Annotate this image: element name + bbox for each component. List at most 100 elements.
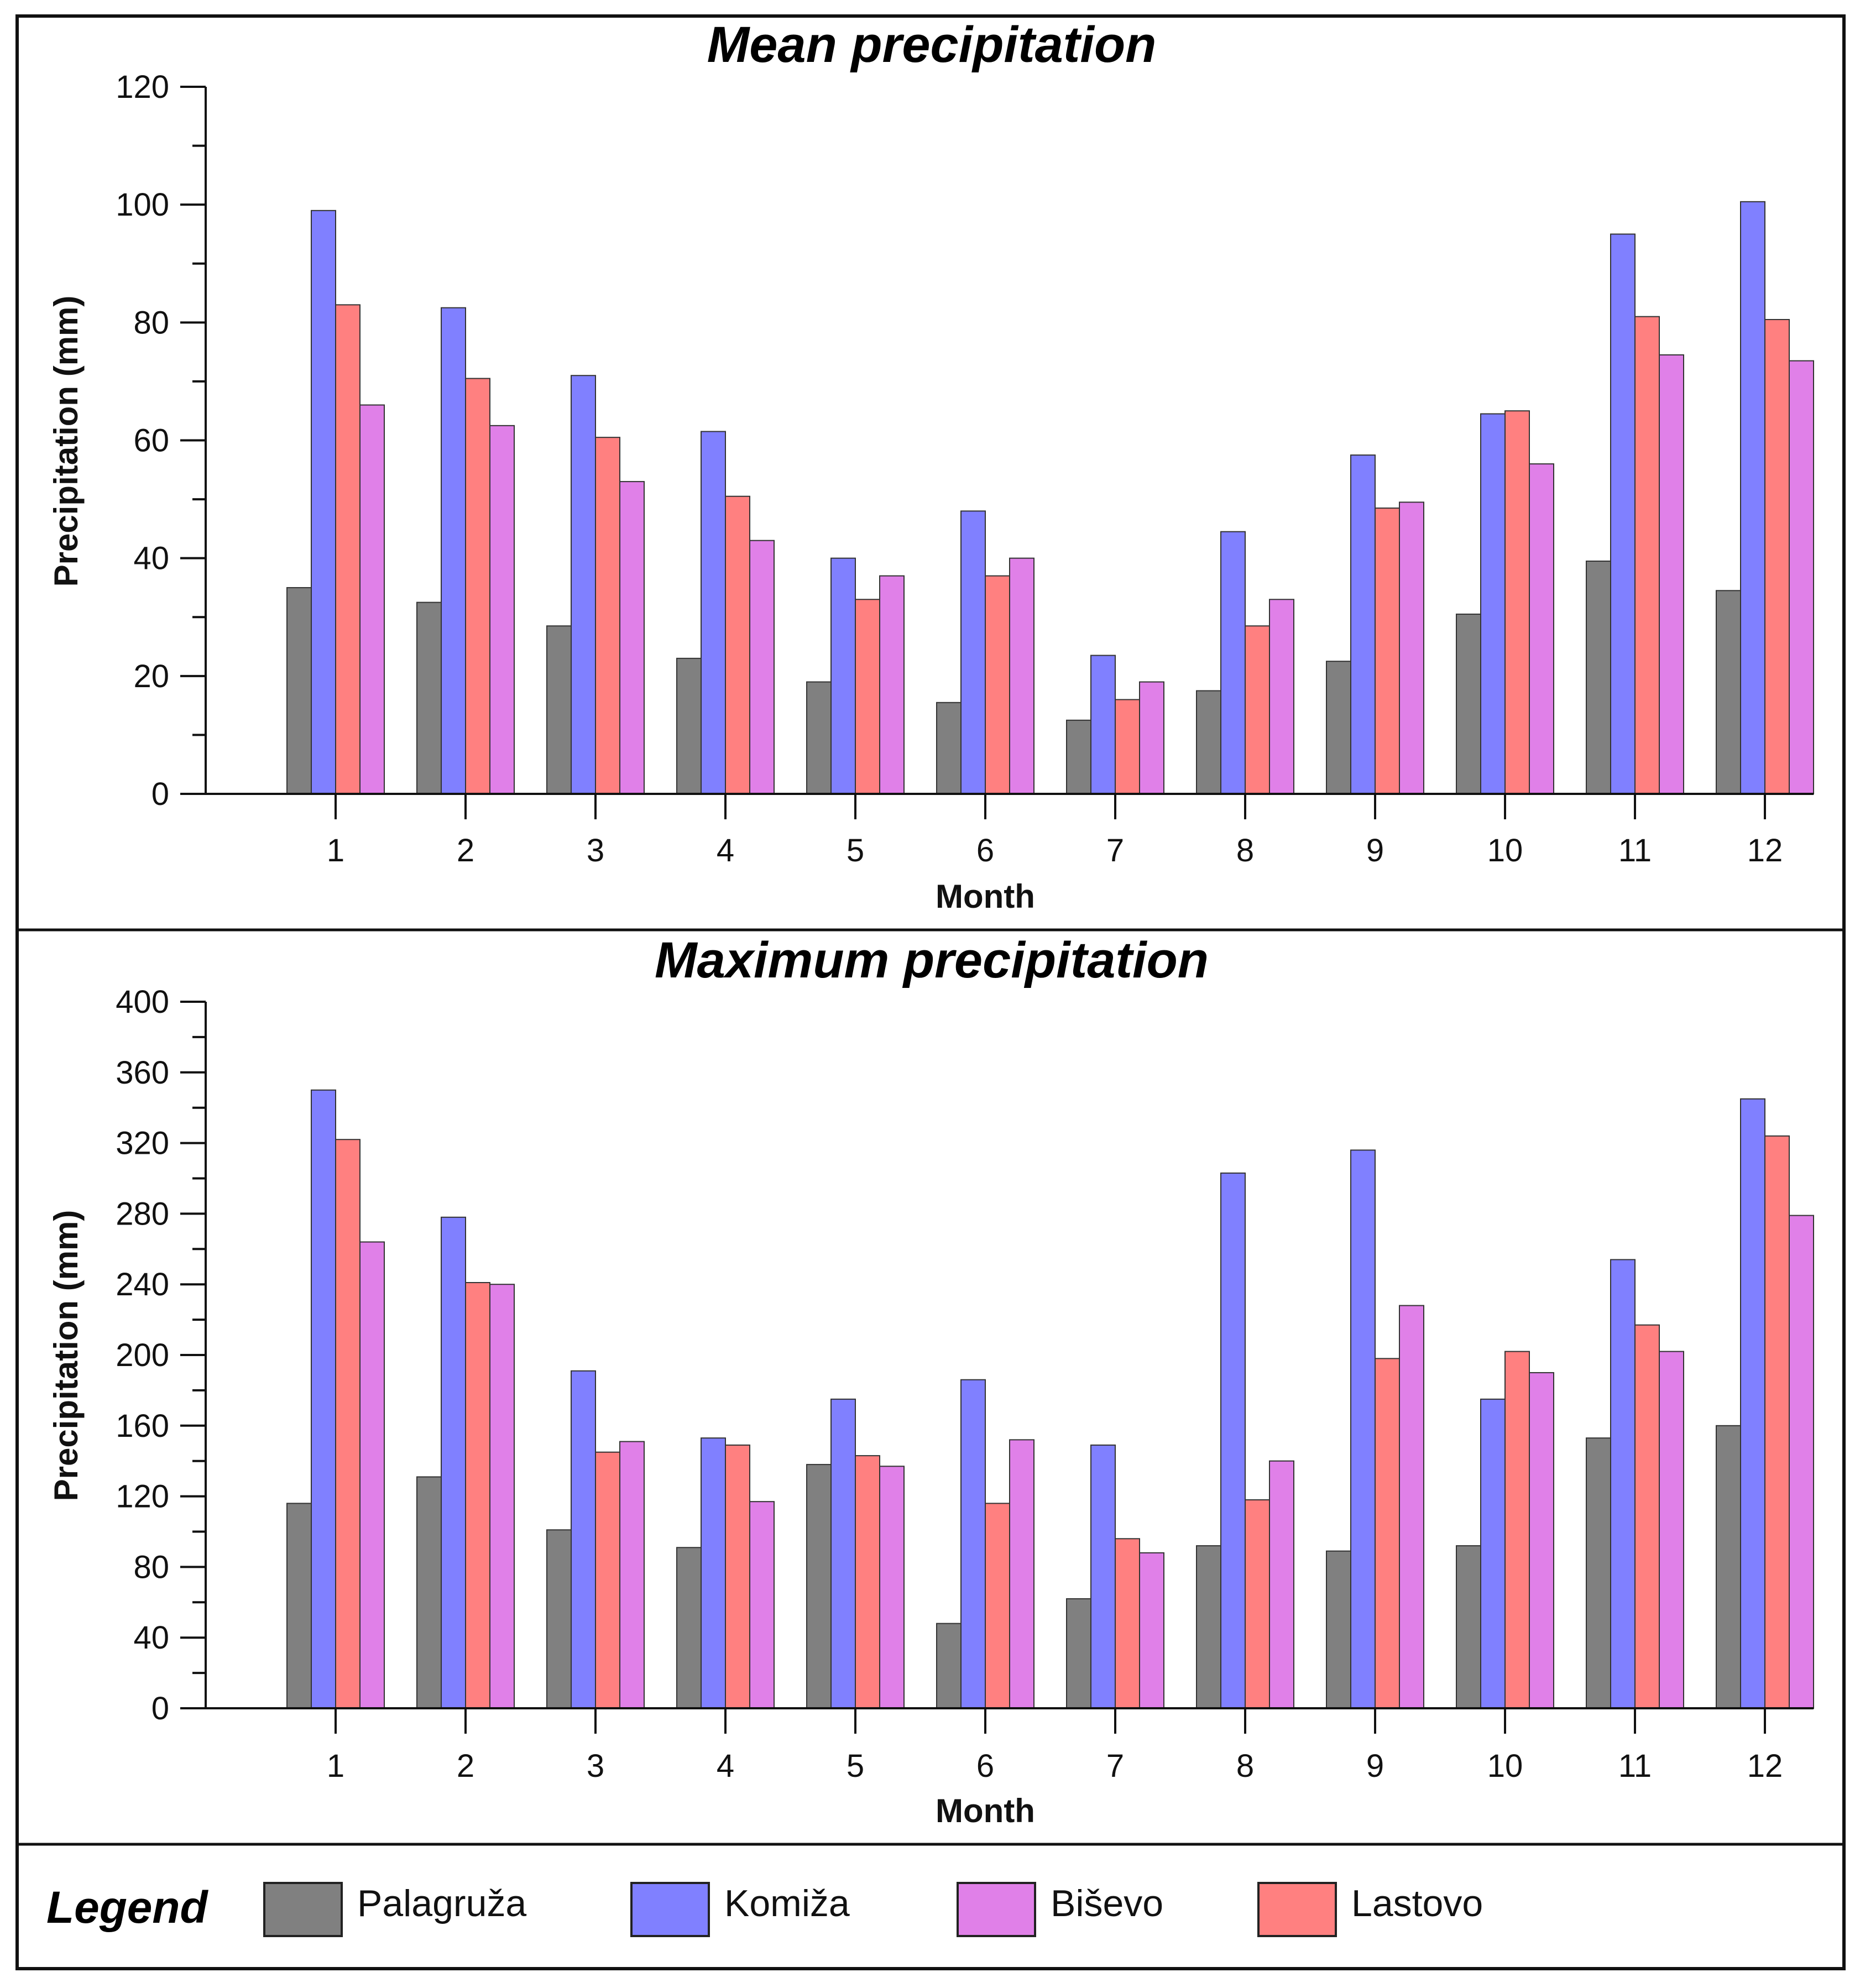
bar-komiža-month-2 bbox=[441, 307, 466, 794]
x-tick-label: 1 bbox=[327, 833, 344, 869]
bar-palagruža-month-6 bbox=[936, 1623, 962, 1709]
y-tick-label: 100 bbox=[116, 187, 169, 223]
bar-biševo-month-5 bbox=[879, 1466, 905, 1709]
x-tick-label: 9 bbox=[1366, 833, 1384, 869]
bar-komiža-month-10 bbox=[1480, 1398, 1506, 1709]
legend-swatch-3 bbox=[957, 1882, 1036, 1937]
bar-biševo-month-8 bbox=[1269, 1460, 1294, 1709]
bar-komiža-month-8 bbox=[1220, 531, 1246, 794]
bar-komiža-month-1 bbox=[311, 1089, 336, 1709]
bar-komiža-month-6 bbox=[960, 1379, 986, 1709]
bar-biševo-month-3 bbox=[619, 481, 645, 794]
bar-komiža-month-7 bbox=[1090, 1444, 1116, 1709]
x-tick-label: 3 bbox=[587, 833, 604, 869]
bar-palagruža-month-8 bbox=[1196, 690, 1221, 794]
bar-komiža-month-11 bbox=[1610, 1259, 1636, 1709]
bar-biševo-month-10 bbox=[1529, 1372, 1554, 1709]
y-tick-label: 280 bbox=[116, 1196, 169, 1232]
x-tick-label: 8 bbox=[1236, 1748, 1254, 1784]
x-tick-label: 2 bbox=[457, 833, 474, 869]
bar-lastovo-month-8 bbox=[1245, 1499, 1270, 1709]
bar-palagruža-month-9 bbox=[1326, 661, 1351, 794]
y-axis-label: Precipitation (mm) bbox=[48, 1210, 85, 1502]
y-tick-label: 40 bbox=[133, 1620, 169, 1656]
chart-title: Mean precipitation bbox=[707, 17, 1157, 73]
bar-biševo-month-10 bbox=[1529, 463, 1554, 794]
x-tick-label: 12 bbox=[1747, 833, 1783, 869]
bar-palagruža-month-12 bbox=[1716, 590, 1741, 794]
y-tick-label: 160 bbox=[116, 1408, 169, 1444]
bar-lastovo-month-1 bbox=[335, 1139, 360, 1709]
bar-palagruža-month-3 bbox=[546, 625, 572, 795]
bar-lastovo-month-11 bbox=[1634, 1324, 1660, 1709]
bar-lastovo-month-8 bbox=[1245, 625, 1270, 795]
legend-swatch-1 bbox=[263, 1882, 343, 1937]
y-tick-label: 80 bbox=[133, 305, 169, 341]
bar-palagruža-month-10 bbox=[1456, 613, 1481, 794]
bar-lastovo-month-9 bbox=[1375, 508, 1400, 794]
bar-lastovo-month-5 bbox=[855, 599, 880, 795]
mean-precipitation-chart: Mean precipitation Precipitation (mm) Mo… bbox=[48, 17, 1814, 915]
bar-lastovo-month-6 bbox=[985, 1503, 1010, 1709]
x-tick-label: 5 bbox=[847, 1748, 864, 1784]
bar-palagruža-month-3 bbox=[546, 1529, 572, 1709]
x-tick-label: 7 bbox=[1106, 1748, 1124, 1784]
bar-palagruža-month-11 bbox=[1586, 560, 1611, 795]
bar-lastovo-month-3 bbox=[595, 437, 620, 794]
bar-biševo-month-7 bbox=[1139, 1552, 1164, 1709]
bar-biševo-month-8 bbox=[1269, 599, 1294, 795]
x-tick-label: 11 bbox=[1618, 1748, 1652, 1784]
x-tick-label: 6 bbox=[976, 833, 994, 869]
bar-palagruža-month-6 bbox=[936, 702, 962, 794]
bar-palagruža-month-7 bbox=[1066, 1598, 1091, 1709]
bar-biševo-month-2 bbox=[489, 1284, 515, 1709]
x-tick-label: 1 bbox=[327, 1748, 344, 1784]
bar-komiža-month-4 bbox=[701, 431, 726, 794]
bar-palagruža-month-10 bbox=[1456, 1545, 1481, 1709]
bar-palagruža-month-4 bbox=[676, 657, 702, 794]
x-tick-label: 7 bbox=[1106, 833, 1124, 869]
bar-biševo-month-3 bbox=[619, 1441, 645, 1709]
bar-biševo-month-1 bbox=[359, 404, 385, 794]
bar-palagruža-month-12 bbox=[1716, 1425, 1741, 1709]
bar-komiža-month-2 bbox=[441, 1216, 466, 1709]
bar-palagruža-month-9 bbox=[1326, 1550, 1351, 1709]
bar-lastovo-month-3 bbox=[595, 1451, 620, 1709]
y-tick-label: 120 bbox=[116, 69, 169, 105]
legend-swatch-4 bbox=[1257, 1882, 1337, 1937]
bar-komiža-month-3 bbox=[571, 1370, 596, 1709]
x-tick-label: 12 bbox=[1747, 1748, 1783, 1784]
bar-biševo-month-5 bbox=[879, 575, 905, 795]
bar-lastovo-month-10 bbox=[1504, 1351, 1530, 1709]
x-tick-label: 2 bbox=[457, 1748, 474, 1784]
x-tick-label: 5 bbox=[847, 833, 864, 869]
y-tick-label: 200 bbox=[116, 1337, 169, 1373]
bar-komiža-month-6 bbox=[960, 510, 986, 795]
bar-komiža-month-11 bbox=[1610, 233, 1636, 795]
bar-lastovo-month-7 bbox=[1115, 1538, 1140, 1709]
bar-palagruža-month-11 bbox=[1586, 1437, 1611, 1709]
bar-komiža-month-1 bbox=[311, 210, 336, 795]
bar-lastovo-month-10 bbox=[1504, 410, 1530, 794]
bar-biševo-month-7 bbox=[1139, 681, 1164, 795]
bar-lastovo-month-4 bbox=[725, 495, 750, 794]
bar-biševo-month-12 bbox=[1789, 360, 1814, 794]
x-axis-label: Month bbox=[936, 1792, 1035, 1829]
y-tick-label: 40 bbox=[133, 541, 169, 577]
y-tick-label: 0 bbox=[151, 776, 169, 812]
legend-label-4: Lastovo bbox=[1351, 1882, 1483, 1924]
bar-komiža-month-9 bbox=[1350, 454, 1376, 794]
bar-biševo-month-11 bbox=[1659, 1351, 1684, 1709]
legend-title: Legend bbox=[46, 1882, 208, 1933]
bar-palagruža-month-5 bbox=[806, 1464, 832, 1709]
bar-biševo-month-11 bbox=[1659, 354, 1684, 794]
bar-lastovo-month-2 bbox=[465, 1282, 490, 1709]
legend: Legend Palagruža Komiža Biševo Lastovo bbox=[46, 1882, 1483, 1937]
y-tick-label: 120 bbox=[116, 1479, 169, 1515]
bar-biševo-month-4 bbox=[749, 540, 775, 794]
bar-lastovo-month-12 bbox=[1764, 1135, 1790, 1709]
bar-lastovo-month-1 bbox=[335, 304, 360, 794]
bar-biševo-month-9 bbox=[1399, 501, 1424, 794]
bar-lastovo-month-2 bbox=[465, 378, 490, 794]
